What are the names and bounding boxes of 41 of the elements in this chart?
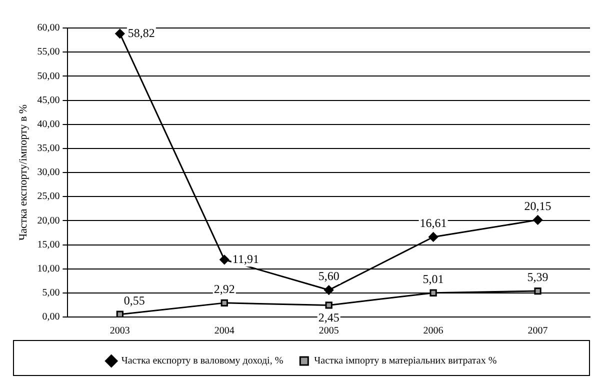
data-label: 16,61 [420, 216, 447, 230]
point [533, 215, 543, 225]
y-tick-label: 40,00 [37, 118, 60, 130]
data-label: 11,91 [232, 252, 259, 266]
x-tick-label: 2005 [318, 326, 339, 337]
y-tick-label: 15,00 [37, 239, 60, 250]
y-tick-label: 0,00 [42, 312, 60, 323]
x-tick-label: 2007 [528, 326, 548, 337]
point [324, 285, 334, 295]
y-axis-title: Частка експорту/імпорту в % [17, 104, 30, 241]
point [325, 302, 332, 309]
data-label: 5,01 [422, 272, 444, 286]
x-tick-label: 2004 [214, 326, 234, 337]
x-tick-label: 2006 [423, 326, 444, 337]
y-tick-label: 25,00 [37, 191, 60, 202]
point [430, 289, 437, 296]
y-tick-label: 60,00 [37, 22, 60, 34]
data-label: 2,92 [214, 282, 235, 296]
x-tick-label: 2003 [110, 326, 130, 337]
y-tick-label: 10,00 [37, 263, 60, 274]
point [220, 254, 230, 264]
point [115, 28, 125, 38]
point [428, 232, 438, 242]
legend-label: Частка імпорту в матеріальних витратах % [314, 356, 497, 367]
legend-label: Частка експорту в валовому доході, % [121, 356, 284, 367]
data-label: 5,60 [318, 269, 340, 284]
point [220, 299, 228, 307]
point [534, 287, 542, 295]
data-label: 20,15 [524, 199, 552, 214]
data-label: 58,82 [128, 26, 155, 40]
y-tick-label: 55,00 [37, 46, 60, 58]
y-tick-label: 35,00 [37, 143, 60, 154]
y-tick-label: 50,00 [37, 70, 60, 82]
y-tick-label: 20,00 [37, 215, 60, 226]
data-label: 5,39 [527, 270, 548, 284]
y-tick-label: 5,00 [42, 288, 60, 299]
data-label: 2,45 [318, 310, 340, 324]
data-label: 0,55 [124, 294, 145, 308]
y-tick-label: 45,00 [37, 94, 60, 106]
y-tick-label: 30,00 [37, 167, 60, 178]
point [116, 310, 124, 317]
